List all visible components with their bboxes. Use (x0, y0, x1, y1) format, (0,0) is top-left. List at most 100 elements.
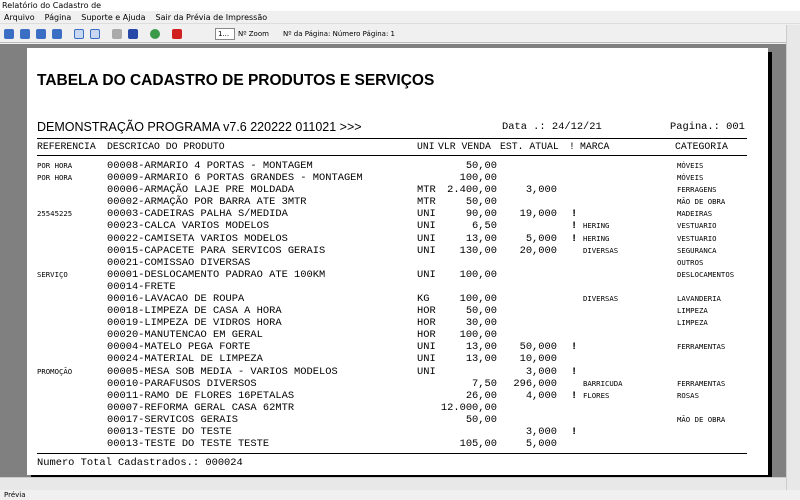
table-cell: ! (571, 365, 578, 378)
table-cell: FLORES (583, 390, 610, 400)
table-cell: UNI (417, 220, 436, 233)
table-cell: VESTUARIO (677, 221, 717, 231)
menu-item[interactable]: Suporte e Ajuda (81, 13, 146, 22)
table-cell: DIVERSAS (583, 245, 619, 255)
table-cell: HERING (583, 233, 610, 243)
zoom-select[interactable]: 1... (215, 28, 235, 40)
menu-item[interactable]: Página (44, 13, 72, 22)
table-cell: FERRAGENS (677, 185, 717, 195)
report-footer: Numero Total Cadastrados.: 000024 (37, 457, 243, 469)
column-header: VLR VENDA (438, 141, 491, 152)
table-cell: 00017-SERVICOS GERAIS (107, 413, 238, 426)
table-cell: DESLOCAMENTOS (677, 269, 735, 279)
column-header: REFERENCIA (37, 141, 96, 152)
table-cell: 26,00 (465, 389, 497, 402)
column-header: CATEGORIA (675, 141, 728, 152)
table-cell: 6,50 (472, 220, 497, 233)
zoom-label: Nº Zoom (238, 30, 269, 38)
rule (37, 155, 747, 156)
table-cell: 296,000 (513, 377, 557, 390)
menu-bar: Arquivo Página Suporte e Ajuda Sair da Prév… (0, 11, 800, 24)
table-cell: 3,000 (525, 426, 557, 438)
table-cell: 50,00 (465, 160, 497, 172)
vertical-scrollbar[interactable] (786, 25, 800, 490)
column-header: UNI (417, 141, 435, 152)
page-button[interactable] (74, 29, 84, 39)
horizontal-scrollbar[interactable] (0, 477, 786, 490)
table-cell: 2.400,00 (447, 184, 497, 197)
column-header: ! (569, 141, 575, 152)
last-page-button[interactable] (52, 29, 62, 39)
table-cell: ROSAS (677, 390, 699, 400)
table-cell: 3,000 (525, 365, 557, 378)
table-cell: 00007-REFORMA GERAL CASA 62MTR (107, 401, 295, 414)
table-cell: ! (571, 341, 578, 354)
table-cell: 00013-TESTE DO TESTE TESTE (107, 438, 270, 451)
table-cell: 130,00 (459, 244, 497, 257)
report-title: TABELA DO CADASTRO DE PRODUTOS E SERVIÇO… (37, 72, 435, 89)
table-cell: 13,00 (465, 353, 497, 366)
table-cell: POR HORA (37, 173, 73, 183)
table-cell: SERVIÇO (37, 269, 68, 279)
table-cell: UNI (417, 341, 436, 354)
table-cell: MÃO DE OBRA (677, 197, 726, 207)
table-cell: 50,000 (519, 341, 557, 354)
table-cell: ! (571, 208, 578, 221)
table-cell: BARRICUDA (583, 378, 623, 388)
table-cell: 19,000 (519, 208, 557, 221)
column-header: DESCRICAO DO PRODUTO (107, 141, 225, 152)
report-subtitle: DEMONSTRAÇÃO PROGRAMA v7.6 220222 011021… (37, 120, 362, 134)
table-cell: 20,000 (519, 244, 557, 257)
table-cell: MÃO DE OBRA (677, 414, 726, 424)
status-bar: Prévia (0, 490, 800, 500)
table-cell: FERRAMENTAS (677, 378, 726, 388)
table-cell: LIMPEZA (677, 318, 708, 328)
export-button[interactable] (150, 29, 160, 39)
table-cell: 00023-CALCA VARIOS MODELOS (107, 220, 270, 233)
table-cell: 25545225 (37, 209, 73, 219)
report-date: Data .: 24/12/21 (502, 121, 602, 133)
table-cell: 100,00 (459, 329, 497, 342)
table-cell: ! (571, 426, 578, 438)
next-page-button[interactable] (36, 29, 46, 39)
table-cell: HERING (583, 221, 610, 231)
pages-button[interactable] (90, 29, 100, 39)
menu-item[interactable]: Arquivo (4, 13, 35, 22)
table-cell: 00013-TESTE DO TESTE (107, 426, 232, 438)
table-cell: HOR (417, 305, 436, 318)
close-button[interactable] (172, 29, 182, 39)
table-cell: MTR (417, 184, 436, 197)
table-cell: 00009-ARMARIO 6 PORTAS GRANDES - MONTAGE… (107, 172, 363, 185)
print-button[interactable] (112, 29, 122, 39)
table-cell: 00010-PARAFUSOS DIVERSOS (107, 377, 257, 390)
table-cell: 00006-ARMAÇÃO LAJE PRE MOLDADA (107, 184, 295, 197)
table-cell: MÓVEIS (677, 161, 704, 170)
first-page-button[interactable] (4, 29, 14, 39)
table-cell: 00001-DESLOCAMENTO PADRAO ATE 100KM (107, 268, 326, 281)
menu-item[interactable]: Sair da Prévia de Impressão (155, 13, 268, 22)
table-cell: 00019-LIMPEZA DE VIDROS HORA (107, 317, 282, 330)
table-cell: 50,00 (465, 305, 497, 318)
table-cell: UNI (417, 208, 436, 221)
table-cell: 00014-FRETE (107, 280, 176, 293)
table-cell: HOR (417, 317, 436, 330)
save-button[interactable] (128, 29, 138, 39)
table-cell: 00016-LAVACAO DE ROUPA (107, 293, 245, 305)
table-cell: 3,000 (525, 184, 557, 197)
table-cell: DIVERSAS (583, 294, 619, 303)
table-cell: OUTROS (677, 257, 704, 267)
table-cell: VESTUARIO (677, 233, 717, 243)
table-cell: 4,000 (525, 389, 557, 402)
table-cell: 12.000,00 (440, 401, 497, 414)
prev-page-button[interactable] (20, 29, 30, 39)
table-cell: 13,00 (465, 232, 497, 245)
table-cell: UNI (417, 244, 436, 257)
column-header: EST. ATUAL (500, 141, 559, 152)
table-cell: 10,000 (519, 353, 557, 366)
table-cell: 00018-LIMPEZA DE CASA A HORA (107, 305, 282, 318)
table-cell: 13,00 (465, 341, 497, 354)
toolbar: 1... Nº Zoom Nº da Página: Número Página… (0, 25, 786, 43)
table-cell: 00020-MANUTENCAO EM GERAL (107, 329, 263, 342)
table-cell: 90,00 (465, 208, 497, 221)
